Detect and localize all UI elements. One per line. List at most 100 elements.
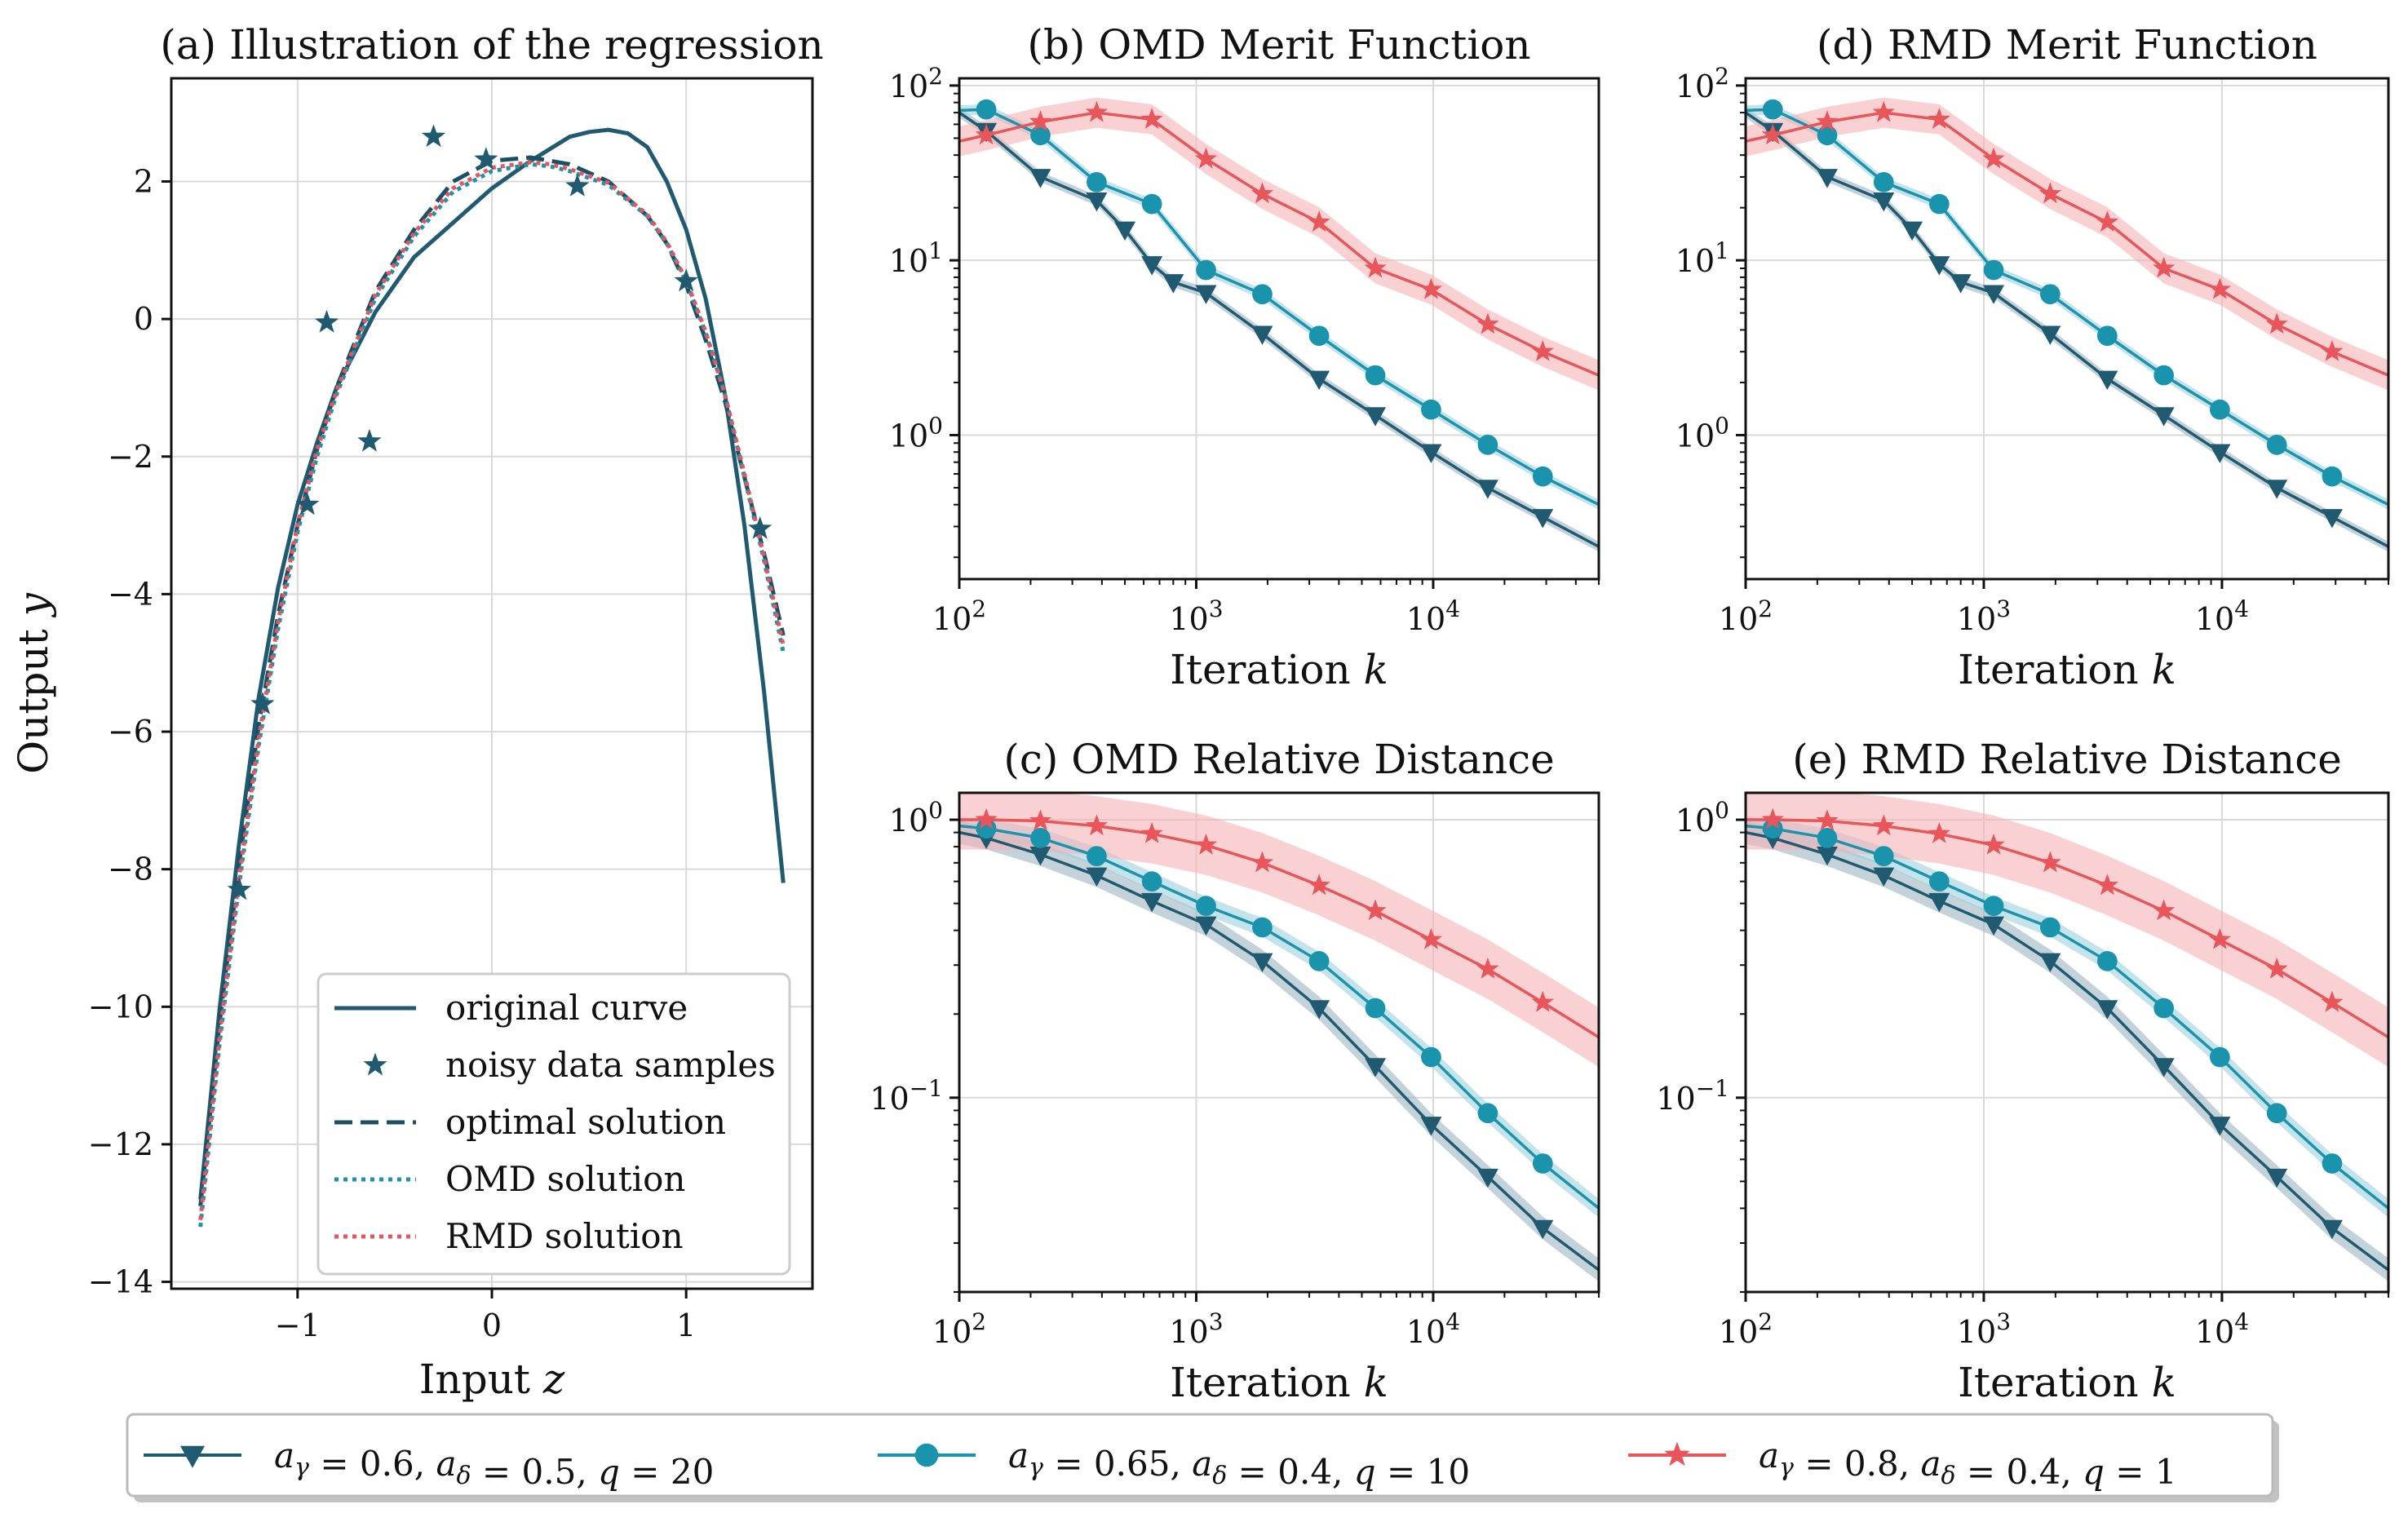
- legend-box: [316, 972, 791, 1276]
- triangle-down-icon: [1532, 509, 1554, 529]
- star-icon: [1085, 814, 1108, 836]
- triangle-down-icon: [1308, 1000, 1330, 1020]
- star-icon: [975, 123, 998, 145]
- legend-entry-teal: aγ = 0.65, aδ = 0.4, q = 10: [878, 1436, 1470, 1492]
- circle-icon: [1141, 871, 1162, 892]
- circle-icon: [1421, 1046, 1441, 1068]
- star-icon: [2321, 339, 2344, 361]
- y-tick-label: −4: [108, 576, 153, 612]
- circle-icon: [1477, 434, 1498, 455]
- circle-icon: [1196, 259, 1216, 281]
- y-tick-label: −8: [108, 852, 153, 887]
- triangle-down-icon: [1308, 370, 1330, 391]
- triangle-down-icon: [1983, 285, 2005, 304]
- star-icon: [1664, 1441, 1690, 1467]
- star-icon: [1029, 809, 1052, 831]
- star-icon: [1029, 110, 1052, 131]
- x-tick-label: 104: [2195, 1308, 2249, 1350]
- triangle-down-icon: [2209, 1117, 2231, 1136]
- panel-a: −1 0 120−2−4−6−8−10−12−14(a) Illustration …: [10, 21, 824, 1403]
- panel-d: 102 103 104 100 101 102 (d) RMD Merit Function…: [1675, 21, 2390, 693]
- y-axis-label: Output y: [10, 592, 57, 774]
- circle-icon: [1308, 325, 1330, 347]
- star-icon: [1364, 899, 1387, 921]
- plot-area: [959, 97, 1599, 552]
- star-icon: [1194, 147, 1218, 169]
- axes-frame: [958, 791, 1600, 1294]
- circle-icon: [1087, 171, 1107, 192]
- circle-icon: [1762, 99, 1783, 120]
- star-icon: [1761, 123, 1784, 145]
- circle-icon: [1141, 193, 1162, 215]
- circle-icon: [1532, 466, 1553, 487]
- triangle-down-icon: [1251, 325, 1273, 345]
- y-tick-label: −6: [108, 714, 153, 750]
- panel-title: (b) OMD Merit Function: [1027, 21, 1530, 69]
- star-icon: [2208, 277, 2231, 299]
- star-icon: [674, 268, 698, 292]
- panel-title: (a) Illustration of the regression: [160, 21, 823, 69]
- star-icon: [227, 877, 251, 900]
- x-tick-label: 104: [1406, 1308, 1460, 1350]
- x-axis-label: Input z: [419, 1356, 565, 1403]
- star-icon: [2096, 874, 2118, 896]
- y-tick-label: 0: [134, 301, 153, 337]
- triangle-down-icon: [2153, 1058, 2175, 1077]
- star-icon: [2038, 851, 2061, 873]
- circle-icon: [1983, 896, 2004, 916]
- triangle-down-icon: [1141, 892, 1163, 913]
- circle-icon: [1983, 259, 2004, 281]
- triangle-down-icon: [1873, 192, 1895, 212]
- triangle-down-icon: [1029, 169, 1051, 188]
- x-axis-label: Iteration k: [1170, 1359, 1388, 1406]
- star-icon: [1476, 312, 1499, 334]
- confidence-band: [1746, 107, 2388, 552]
- star-icon: [1308, 210, 1330, 232]
- star-icon: [2096, 210, 2118, 232]
- y-tick-label: −12: [88, 1126, 153, 1162]
- triangle-down-icon: [2321, 1219, 2343, 1240]
- triangle-down-icon: [1816, 846, 1838, 866]
- y-tick-label: 102: [889, 63, 943, 104]
- star-icon: [314, 309, 339, 333]
- circle-icon: [2039, 917, 2061, 938]
- x-tick-label: 104: [2195, 595, 2249, 637]
- star-icon: [1140, 822, 1163, 843]
- triangle-down-icon: [1029, 846, 1051, 866]
- circle-icon: [1532, 1153, 1553, 1174]
- circle-icon: [1421, 399, 1441, 420]
- star-icon: [2208, 927, 2231, 949]
- y-tick-label: −14: [88, 1264, 153, 1300]
- y-tick-label: 10−1: [870, 1075, 943, 1117]
- circle-icon: [2039, 284, 2061, 305]
- star-icon: [357, 428, 382, 452]
- triangle-down-icon: [1420, 1117, 1442, 1136]
- x-tick-label: −1: [275, 1307, 321, 1343]
- star-icon: [1308, 874, 1330, 896]
- circle-icon: [1928, 193, 1950, 215]
- circle-icon: [914, 1443, 939, 1467]
- triangle-down-icon: [2209, 444, 2231, 463]
- triangle-down-icon: [2153, 407, 2175, 427]
- circle-icon: [1817, 827, 1838, 848]
- circle-icon: [1252, 917, 1273, 938]
- legend-entry-red: aγ = 0.8, aδ = 0.4, q = 1: [1628, 1436, 2177, 1492]
- star-icon: [250, 691, 275, 715]
- circle-icon: [2153, 365, 2175, 386]
- circle-icon: [2322, 1153, 2343, 1174]
- star-icon: [1761, 807, 1784, 830]
- star-icon: [1419, 277, 1442, 299]
- triangle-down-icon: [1873, 867, 1895, 887]
- circle-icon: [2322, 466, 2343, 487]
- x-tick-label: 103: [1957, 1308, 2011, 1350]
- legend-entry-dark: aγ = 0.6, aδ = 0.5, q = 20: [144, 1436, 714, 1492]
- legend-label: optimal solution: [445, 1102, 726, 1142]
- triangle-down-icon: [1476, 480, 1498, 499]
- triangle-down-icon: [180, 1445, 205, 1468]
- circle-icon: [1030, 125, 1051, 146]
- x-tick-label: 1: [676, 1307, 696, 1343]
- star-icon: [2265, 957, 2288, 979]
- star-icon: [1982, 147, 2005, 169]
- x-axis-label: Iteration k: [1170, 646, 1388, 693]
- star-icon: [1419, 927, 1442, 949]
